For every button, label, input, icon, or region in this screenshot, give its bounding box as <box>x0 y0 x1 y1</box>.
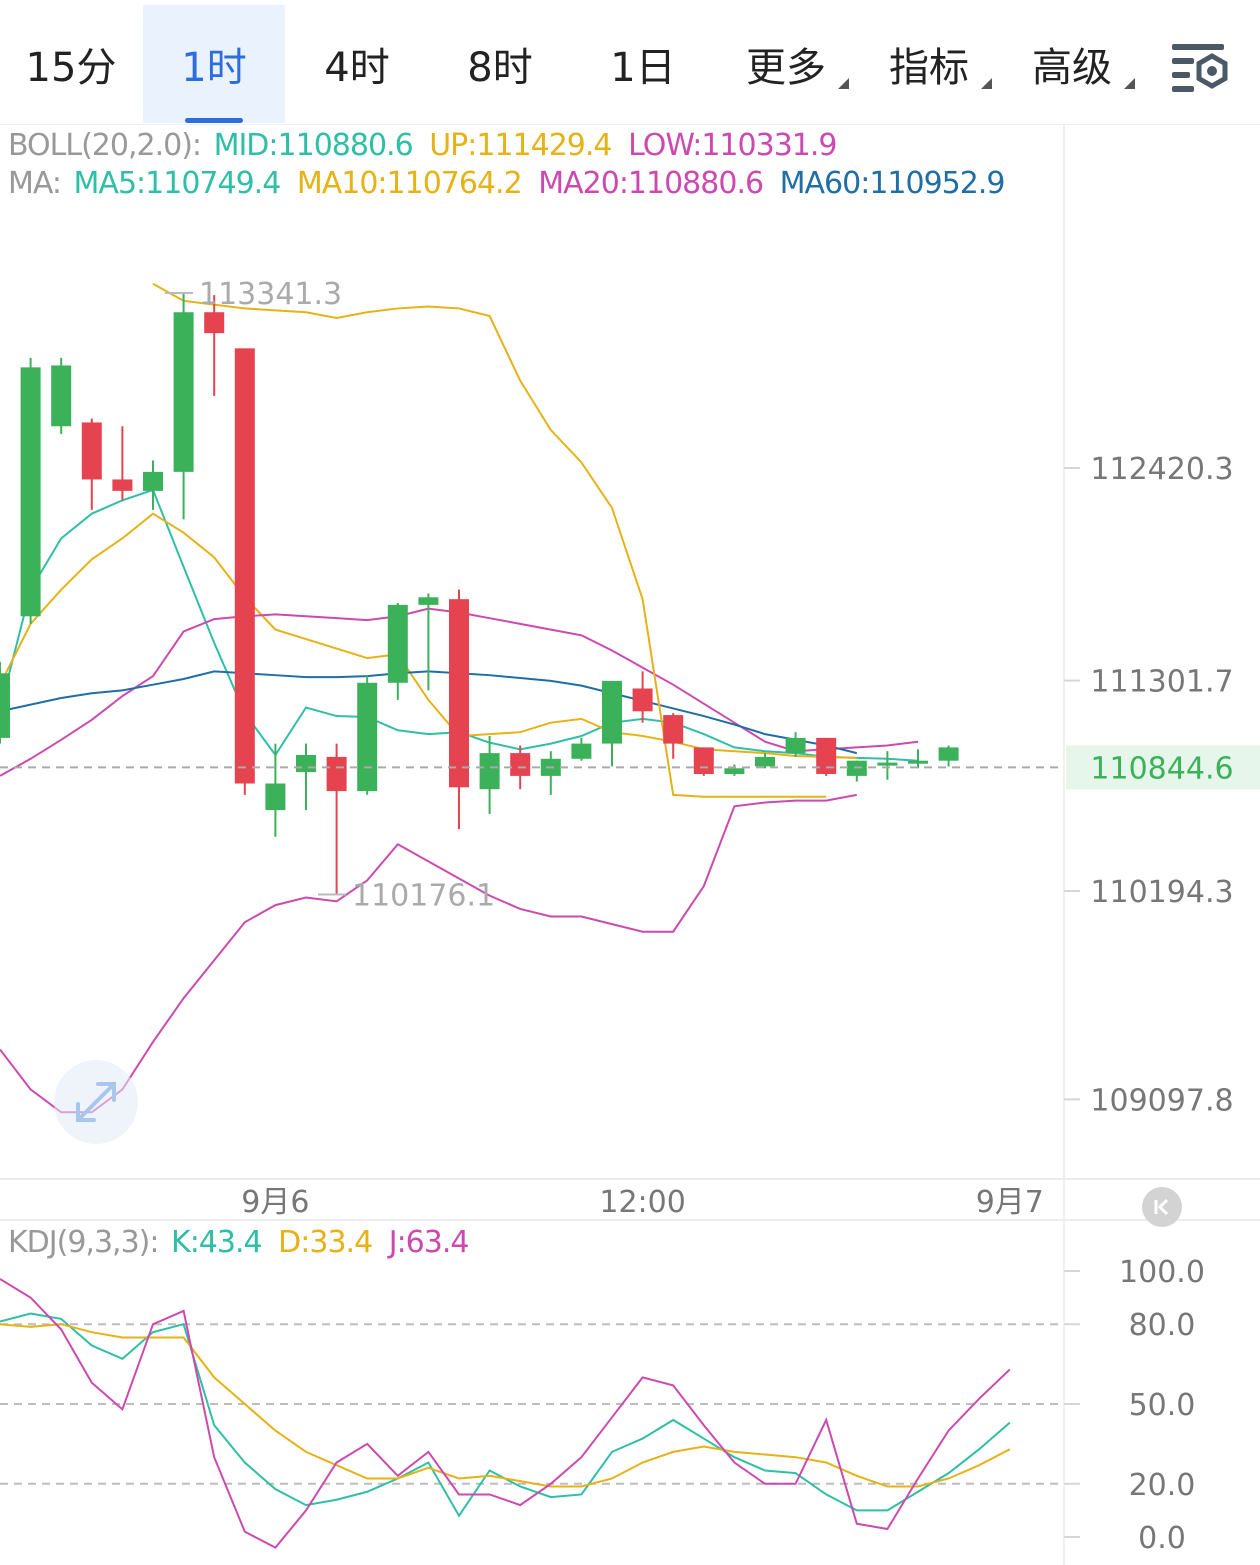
candle <box>81 422 102 480</box>
candle <box>173 312 194 472</box>
boll-mid-value: MID:110880.6 <box>213 128 414 163</box>
ma-legend: MA: MA5:110749.4 MA10:110764.2 MA20:1108… <box>8 166 1012 201</box>
current-price-badge <box>1066 745 1260 790</box>
y-tick-label: 111301.7 <box>1090 665 1233 700</box>
tab-1[interactable]: 15分 <box>0 5 142 123</box>
kdj-k-line <box>0 1312 1011 1518</box>
tab-label: 4时 <box>324 45 390 91</box>
extreme-price-label: 113341.3 <box>199 277 342 312</box>
candle <box>265 783 286 811</box>
ma5-value: MA5:110749.4 <box>73 166 282 201</box>
kdj-d-line <box>0 1323 1011 1488</box>
candle <box>693 747 714 775</box>
tab-3[interactable]: 4时 <box>286 5 428 123</box>
ma20-value: MA20:110880.6 <box>538 166 764 201</box>
tab-label: 15分 <box>25 45 117 91</box>
candle <box>418 597 439 605</box>
candle <box>20 367 41 617</box>
dropdown-caret-icon <box>981 78 992 89</box>
ma60-value: MA60:110952.9 <box>779 166 1006 201</box>
jump-to-latest-button[interactable] <box>1142 1187 1182 1227</box>
x-tick-label: 9月6 <box>241 1185 309 1220</box>
y-tick-label: 109097.8 <box>1090 1083 1233 1118</box>
candle <box>326 756 347 792</box>
tab-label: 指标 <box>889 45 969 91</box>
ma10-line <box>0 512 857 759</box>
tab-8[interactable]: 高级 <box>1001 5 1143 123</box>
candle <box>785 737 806 754</box>
candle <box>449 599 469 788</box>
kdj-lines <box>0 1278 1011 1549</box>
tab-4[interactable]: 8时 <box>429 5 571 123</box>
kdj-y-tick-label: 50.0 <box>1129 1388 1196 1423</box>
candle <box>877 762 898 766</box>
kdj-y-tick-label: 100.0 <box>1119 1255 1205 1290</box>
candle <box>724 768 745 775</box>
kdj-y-tick-label: 0.0 <box>1138 1521 1186 1556</box>
ma10-value: MA10:110764.2 <box>296 166 523 201</box>
expand-button[interactable] <box>54 1060 138 1144</box>
active-tab-indicator <box>185 118 243 123</box>
kdj-d-value: D:33.4 <box>278 1225 373 1260</box>
boll-low-line <box>0 793 857 1114</box>
candle <box>479 753 500 790</box>
tab-label: 高级 <box>1032 45 1112 91</box>
chart-settings-icon <box>1172 44 1228 92</box>
ma-legend-prefix: MA: <box>8 166 62 201</box>
candle <box>204 312 225 334</box>
dropdown-caret-icon <box>1124 78 1135 89</box>
boll-up-value: UP:111429.4 <box>429 128 612 163</box>
candle <box>755 756 775 767</box>
candle <box>816 737 837 775</box>
current-price-label: 110844.6 <box>1090 751 1233 786</box>
kdj-j-value: J:63.4 <box>388 1225 470 1260</box>
x-tick-label: 12:00 <box>599 1185 685 1220</box>
candle <box>296 754 316 773</box>
kdj-y-tick-label: 20.0 <box>1129 1468 1196 1503</box>
candle <box>0 673 10 738</box>
candle <box>602 680 622 744</box>
tab-7[interactable]: 指标 <box>858 5 1000 123</box>
kdj-legend-prefix: KDJ(9,3,3): <box>8 1225 159 1260</box>
candle <box>663 715 684 744</box>
x-tick-label: 9月7 <box>976 1185 1044 1220</box>
candle <box>143 471 163 491</box>
kdj-legend: KDJ(9,3,3): K:43.4 D:33.4 J:63.4 <box>8 1225 476 1260</box>
dropdown-caret-icon <box>838 78 849 89</box>
candle <box>510 753 531 776</box>
candle <box>908 760 928 764</box>
candle <box>571 743 592 759</box>
candle <box>632 688 653 712</box>
kdj-k-value: K:43.4 <box>171 1225 263 1260</box>
y-tick-label: 110194.3 <box>1090 875 1233 910</box>
extreme-price-label: 110176.1 <box>352 878 495 913</box>
candle <box>938 747 959 761</box>
tab-label: 8时 <box>467 45 533 91</box>
y-tick-label: 112420.3 <box>1090 452 1233 487</box>
tab-label: 更多 <box>746 45 826 91</box>
jump-to-latest-icon <box>1154 1198 1169 1216</box>
kdj-j-line <box>0 1278 1011 1549</box>
boll-legend-prefix: BOLL(20,2.0): <box>8 128 202 163</box>
tab-5[interactable]: 1日 <box>572 5 714 123</box>
candle <box>234 348 255 784</box>
timeframe-tabs: 15分 1时 4时 8时 1日 更多 指标 高级 <box>0 0 1260 125</box>
kdj-y-tick-label: 80.0 <box>1129 1308 1196 1343</box>
boll-legend: BOLL(20,2.0): MID:110880.6 UP:111429.4 L… <box>8 128 845 163</box>
candle <box>387 604 408 683</box>
tab-2[interactable]: 1时 <box>143 5 285 123</box>
candle <box>51 365 72 427</box>
chart-settings-button[interactable] <box>1168 36 1232 100</box>
tab-6[interactable]: 更多 <box>715 5 857 123</box>
tab-label: 1日 <box>610 45 676 91</box>
tab-label: 1时 <box>181 45 247 91</box>
candle <box>112 479 133 491</box>
boll-up-line <box>152 282 827 798</box>
candle <box>357 682 378 792</box>
boll-low-value: LOW:110331.9 <box>628 128 837 163</box>
expand-arrows-icon <box>76 1082 116 1122</box>
